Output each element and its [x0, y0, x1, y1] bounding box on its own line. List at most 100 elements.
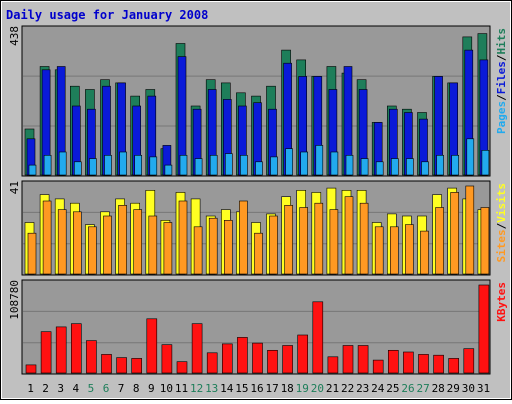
x-tick-label-day-16: 16 — [250, 382, 263, 395]
usage-pages-bar-day-25 — [390, 158, 399, 176]
legend-hits: Hits — [495, 28, 508, 55]
traffic-kbytes-bar-day-26 — [403, 351, 414, 374]
x-tick-label-day-28: 28 — [432, 382, 445, 395]
legend-separator: / — [495, 94, 508, 101]
visitors-sites-bar-day-26 — [405, 224, 414, 275]
usage-pages-bar-day-19 — [300, 151, 309, 176]
visitors-sites-bar-day-21 — [329, 209, 339, 275]
visitors-sites-bar-day-18 — [284, 205, 293, 275]
x-tick-label-day-20: 20 — [311, 382, 324, 395]
x-tick-label-day-18: 18 — [281, 382, 294, 395]
traffic-kbytes-bar-day-28 — [433, 354, 444, 374]
traffic-kbytes-bar-day-15 — [237, 337, 248, 374]
visitors-sites-bar-day-19 — [299, 207, 309, 275]
traffic-kbytes-bar-day-8 — [131, 358, 142, 374]
visitors-sites-bar-day-13 — [208, 217, 218, 275]
x-tick-label-day-4: 4 — [72, 382, 79, 395]
x-tick-label-day-10: 10 — [160, 382, 173, 395]
visitors-sites-bar-day-22 — [344, 196, 354, 275]
traffic-kbytes-bar-day-4 — [71, 323, 82, 374]
traffic-kbytes-bar-day-16 — [252, 342, 263, 374]
x-tick-label-day-1: 1 — [27, 382, 34, 395]
usage-pages-bar-day-13 — [209, 155, 218, 176]
traffic-kbytes-bar-day-19 — [297, 334, 309, 374]
visitors-sites-bar-day-31 — [480, 207, 490, 275]
traffic-kbytes-bar-day-2 — [40, 331, 52, 374]
usage-pages-bar-day-12 — [194, 158, 203, 176]
x-tick-label-day-12: 12 — [190, 382, 203, 395]
x-tick-label-day-19: 19 — [296, 382, 309, 395]
usage-pages-bar-day-26 — [406, 158, 414, 176]
visitors-sites-bar-day-7 — [118, 205, 127, 275]
usage-pages-bar-day-5 — [89, 158, 97, 176]
visitors-sites-bar-day-17 — [269, 215, 278, 275]
usage-pages-bar-day-23 — [360, 158, 369, 176]
traffic-kbytes-bar-day-18 — [282, 345, 293, 374]
traffic-kbytes-bar-day-9 — [146, 318, 158, 374]
usage-pages-bar-day-14 — [225, 153, 233, 176]
y-max-label-visits: 41 — [8, 181, 21, 194]
usage-pages-bar-day-3 — [58, 151, 67, 176]
visitors-sites-bar-day-14 — [224, 220, 233, 275]
traffic-kbytes-bar-day-10 — [161, 344, 173, 374]
traffic-kbytes-bar-day-23 — [357, 345, 369, 374]
usage-pages-bar-day-1 — [28, 164, 37, 176]
visitors-sites-bar-day-24 — [374, 226, 384, 275]
traffic-kbytes-bar-day-31 — [478, 284, 490, 374]
traffic-kbytes-bar-day-3 — [55, 326, 67, 374]
y-max-label-kbytes: 108780 — [8, 280, 21, 320]
traffic-kbytes-bar-day-24 — [372, 359, 384, 374]
usage-pages-bar-day-30 — [466, 138, 475, 176]
usage-pages-bar-day-29 — [451, 155, 460, 176]
usage-pages-bar-day-28 — [436, 155, 444, 176]
usage-pages-bar-day-24 — [375, 161, 384, 176]
visitors-sites-bar-day-16 — [254, 232, 263, 275]
traffic-kbytes-bar-day-14 — [222, 343, 233, 374]
x-tick-label-day-8: 8 — [133, 382, 140, 395]
traffic-kbytes-bar-day-27 — [418, 354, 429, 374]
usage-pages-bar-day-27 — [421, 161, 429, 176]
visitors-sites-bar-day-4 — [73, 211, 82, 275]
visitors-sites-bar-day-15 — [239, 200, 248, 275]
visitors-sites-bar-day-10 — [163, 222, 173, 275]
legend-pages: Pages — [495, 101, 508, 134]
usage-pages-bar-day-4 — [74, 161, 82, 176]
visitors-sites-bar-day-29 — [450, 192, 460, 275]
x-tick-label-day-24: 24 — [371, 382, 385, 395]
usage-pages-bar-day-15 — [240, 155, 248, 176]
usage-pages-bar-day-6 — [104, 155, 112, 176]
visitors-sites-bar-day-28 — [435, 207, 444, 275]
usage-pages-bar-day-18 — [285, 148, 293, 176]
traffic-kbytes-bar-day-22 — [342, 345, 354, 374]
x-tick-label-day-13: 13 — [205, 382, 218, 395]
visitors-sites-bar-day-3 — [57, 209, 67, 275]
legend-visits: Visits — [495, 183, 508, 223]
legend-panel-2: Sites/Visits — [495, 183, 508, 263]
usage-pages-bar-day-22 — [345, 155, 354, 176]
x-tick-label-day-7: 7 — [118, 382, 125, 395]
legend-sites: Sites — [495, 229, 508, 262]
x-tick-label-day-25: 25 — [386, 382, 399, 395]
chart-title: Daily usage for January 2008 — [6, 8, 208, 22]
traffic-kbytes-bar-day-7 — [116, 357, 127, 374]
traffic-kbytes-bar-day-29 — [448, 358, 460, 374]
legend-separator: / — [495, 54, 508, 61]
legend-separator: / — [495, 222, 508, 229]
usage-pages-bar-day-16 — [255, 161, 263, 176]
traffic-kbytes-bar-day-17 — [267, 349, 278, 374]
traffic-kbytes-bar-day-11 — [176, 361, 188, 374]
usage-pages-bar-day-20 — [315, 145, 324, 176]
x-tick-label-day-5: 5 — [88, 382, 95, 395]
traffic-kbytes-bar-day-21 — [327, 356, 339, 374]
x-tick-label-day-22: 22 — [341, 382, 354, 395]
x-tick-label-day-30: 30 — [462, 382, 475, 395]
usage-pages-bar-day-31 — [481, 150, 490, 176]
x-tick-label-day-15: 15 — [235, 382, 248, 395]
usage-pages-bar-day-21 — [330, 151, 339, 176]
x-tick-label-day-31: 31 — [477, 382, 490, 395]
x-tick-label-day-23: 23 — [356, 382, 369, 395]
visitors-sites-bar-day-1 — [27, 232, 37, 275]
traffic-kbytes-bar-day-6 — [101, 354, 112, 374]
usage-pages-bar-day-11 — [179, 155, 188, 176]
